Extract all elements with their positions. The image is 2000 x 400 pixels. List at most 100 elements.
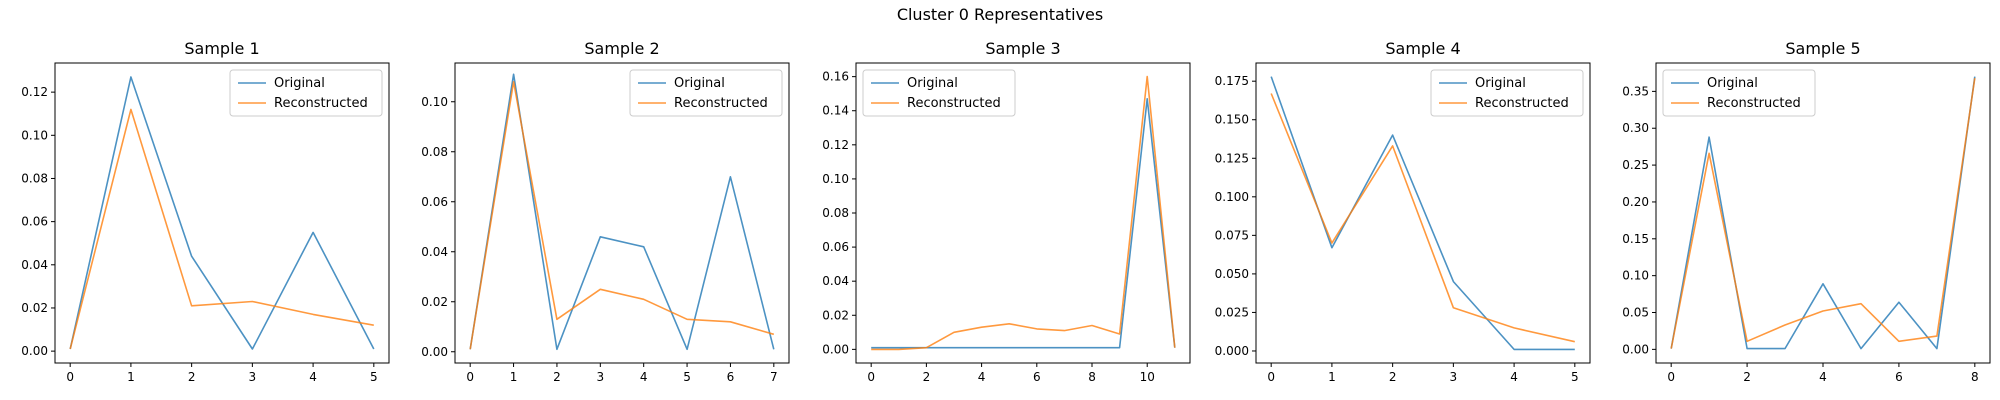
legend-label: Original — [674, 76, 725, 91]
y-tick-label: 0.00 — [21, 344, 48, 358]
x-tick-label: 2 — [1389, 370, 1397, 384]
y-tick-label: 0.075 — [1215, 228, 1249, 242]
y-tick-label: 0.12 — [822, 138, 849, 152]
y-tick-label: 0.00 — [1622, 342, 1649, 356]
x-tick-label: 2 — [923, 370, 931, 384]
legend-box — [229, 69, 383, 117]
chart-panel-5: Sample 5 0.00 0.05 0.10 0.15 0.20 0.25 0.30 0.35… — [1622, 39, 1991, 384]
x-tick-label: 10 — [1140, 370, 1155, 384]
x-tick-label: 1 — [510, 370, 518, 384]
x-tick-label: 4 — [640, 370, 648, 384]
x-tick-label: 2 — [1743, 370, 1751, 384]
y-tick-label: 0.15 — [1622, 232, 1649, 246]
axes-frame — [1255, 62, 1591, 364]
x-tick-label: 7 — [770, 370, 778, 384]
y-tick-label: 0.00 — [421, 345, 448, 359]
y-tick-label: 0.05 — [1622, 306, 1649, 320]
panel-title: Sample 1 — [184, 39, 259, 58]
legend-box — [862, 69, 1016, 117]
y-tick-label: 0.125 — [1215, 151, 1249, 165]
legend-label: Reconstructed — [674, 96, 768, 111]
y-tick-label: 0.30 — [1622, 121, 1649, 135]
y-tick-label: 0.04 — [21, 258, 48, 272]
legend-box — [1662, 69, 1816, 117]
x-tick-label: 1 — [1328, 370, 1336, 384]
legend-box — [1430, 69, 1584, 117]
y-tick-label: 0.08 — [21, 171, 48, 185]
x-tick-label: 2 — [553, 370, 561, 384]
series-line-original — [69, 76, 375, 350]
x-tick-label: 0 — [466, 370, 474, 384]
x-tick-label: 4 — [1819, 370, 1827, 384]
y-tick-label: 0.04 — [421, 245, 448, 259]
y-tick-label: 0.02 — [21, 301, 48, 315]
x-tick-label: 3 — [1450, 370, 1458, 384]
y-tick-label: 0.08 — [822, 206, 849, 220]
series-line-reconstructed — [1270, 93, 1575, 343]
y-tick-label: 0.08 — [421, 145, 448, 159]
y-tick-label: 0.02 — [822, 308, 849, 322]
legend-label: Original — [274, 76, 325, 91]
chart-panel-3: Sample 3 0.00 0.02 0.04 0.06 0.08 0.10 0.12 0.14… — [822, 39, 1191, 384]
y-tick-label: 0.00 — [822, 342, 849, 356]
legend-label: Original — [1475, 76, 1526, 91]
y-tick-label: 0.10 — [1622, 269, 1649, 283]
x-tick-label: 4 — [978, 370, 986, 384]
axes-frame — [855, 62, 1191, 364]
panel-title: Sample 5 — [1785, 39, 1860, 58]
y-tick-label: 0.000 — [1215, 344, 1249, 358]
x-tick-label: 5 — [1571, 370, 1579, 384]
y-tick-label: 0.10 — [21, 128, 48, 142]
legend-label: Original — [907, 76, 958, 91]
series-line-original — [1270, 76, 1575, 351]
y-tick-label: 0.06 — [822, 240, 849, 254]
legend: Original Reconstructed — [862, 69, 1016, 117]
x-tick-label: 4 — [309, 370, 317, 384]
y-tick-label: 0.06 — [21, 215, 48, 229]
legend-label: Reconstructed — [1475, 96, 1569, 111]
x-tick-label: 0 — [867, 370, 875, 384]
series-line-reconstructed — [69, 108, 374, 350]
y-tick-label: 0.100 — [1215, 190, 1249, 204]
y-tick-label: 0.025 — [1215, 305, 1249, 319]
x-tick-label: 5 — [683, 370, 691, 384]
x-tick-label: 2 — [188, 370, 196, 384]
series-line-reconstructed — [1670, 77, 1976, 349]
legend: Original Reconstructed — [1430, 69, 1584, 117]
chart-panel-4: Sample 4 0.000 0.025 0.050 0.075 0.100 0.125 0.… — [1215, 39, 1591, 384]
x-tick-label: 3 — [249, 370, 257, 384]
x-tick-label: 6 — [727, 370, 735, 384]
axes-frame — [54, 62, 390, 364]
y-tick-label: 0.10 — [421, 95, 448, 109]
panel-title: Sample 3 — [985, 39, 1060, 58]
y-tick-label: 0.16 — [822, 70, 849, 84]
chart-panel-2: Sample 2 0.00 0.02 0.04 0.06 0.08 0.10 0 1 2 3 4 5 6 7… — [421, 39, 790, 384]
y-tick-label: 0.25 — [1622, 158, 1649, 172]
y-tick-label: 0.02 — [421, 295, 448, 309]
x-tick-label: 8 — [1971, 370, 1979, 384]
legend-label: Reconstructed — [1707, 96, 1801, 111]
y-tick-label: 0.12 — [21, 85, 48, 99]
legend-label: Reconstructed — [907, 96, 1001, 111]
panel-title: Sample 2 — [584, 39, 659, 58]
y-tick-label: 0.06 — [421, 195, 448, 209]
y-tick-label: 0.20 — [1622, 195, 1649, 209]
figure-title: Cluster 0 Representatives — [897, 5, 1103, 24]
panel-title: Sample 4 — [1385, 39, 1460, 58]
x-tick-label: 3 — [596, 370, 604, 384]
y-tick-label: 0.04 — [822, 274, 849, 288]
legend: Original Reconstructed — [629, 69, 783, 117]
y-tick-label: 0.050 — [1215, 267, 1249, 281]
x-tick-label: 0 — [1667, 370, 1675, 384]
legend-box — [629, 69, 783, 117]
x-tick-label: 4 — [1510, 370, 1518, 384]
legend: Original Reconstructed — [229, 69, 383, 117]
series-line-reconstructed — [871, 75, 1176, 351]
series-line-original — [871, 98, 1176, 349]
legend: Original Reconstructed — [1662, 69, 1816, 117]
legend-label: Original — [1707, 76, 1758, 91]
y-tick-label: 0.150 — [1215, 113, 1249, 127]
y-tick-label: 0.14 — [822, 104, 849, 118]
panels: Sample 1 0.00 0.02 0.04 0.06 0.08 0.10 0.12 0 1 2 3… — [21, 39, 1991, 384]
